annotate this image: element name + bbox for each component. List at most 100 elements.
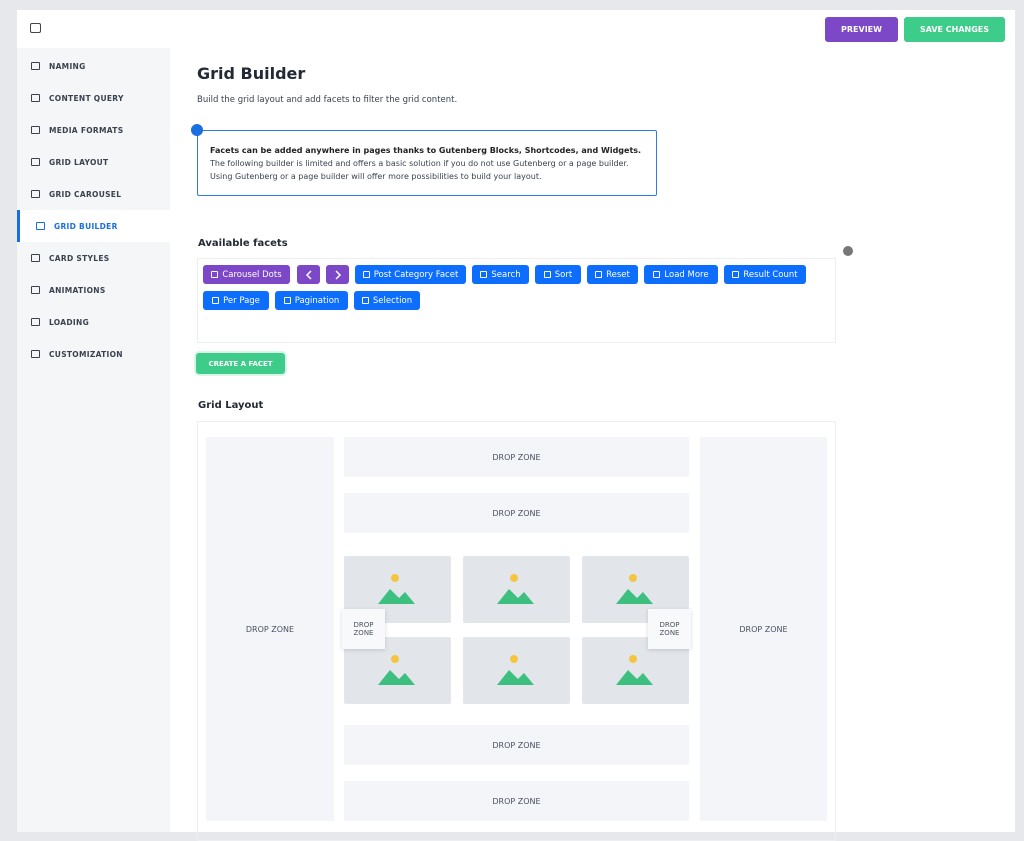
info-icon bbox=[843, 246, 853, 256]
sidebar bbox=[17, 48, 170, 832]
icon bbox=[543, 271, 551, 278]
facet-button[interactable]: Sort bbox=[535, 265, 581, 284]
image-placeholder bbox=[344, 556, 451, 623]
sidebar-item[interactable]: CUSTOMIZATION bbox=[17, 338, 170, 370]
facet-button[interactable]: Result Count bbox=[724, 265, 806, 284]
prev-button[interactable] bbox=[297, 265, 320, 284]
sidebar-item[interactable]: GRID LAYOUT bbox=[17, 146, 170, 178]
icon bbox=[283, 297, 291, 304]
facet-button[interactable]: Search bbox=[472, 265, 529, 284]
icon bbox=[31, 62, 40, 70]
sidebar-item[interactable]: ANIMATIONS bbox=[17, 274, 170, 306]
sidebar-label: NAMING bbox=[49, 61, 86, 71]
image-icon bbox=[616, 574, 653, 604]
arrow-icon bbox=[305, 269, 312, 280]
button-label: Search bbox=[491, 269, 521, 280]
sidebar-label: GRID LAYOUT bbox=[49, 157, 109, 167]
icon bbox=[361, 297, 369, 304]
page-title: Grid Builder bbox=[197, 64, 306, 83]
drop-zone[interactable]: DROP ZONE bbox=[648, 609, 691, 649]
icon bbox=[595, 271, 603, 278]
sidebar-item[interactable]: LOADING bbox=[17, 306, 170, 338]
image-placeholder bbox=[463, 637, 570, 704]
button-label: SAVE CHANGES bbox=[919, 25, 990, 34]
sidebar-label: CUSTOMIZATION bbox=[49, 349, 123, 359]
facet-button[interactable]: Reset bbox=[587, 265, 638, 284]
drop-zone[interactable]: DROP ZONE bbox=[344, 437, 689, 477]
sidebar-toggle[interactable] bbox=[30, 23, 41, 33]
info-icon bbox=[191, 124, 203, 136]
facet-button[interactable]: Carousel Dots bbox=[203, 265, 290, 284]
image-placeholder bbox=[463, 556, 570, 623]
button-label: Load More bbox=[664, 269, 709, 280]
sidebar-item[interactable]: NAMING bbox=[17, 50, 170, 82]
sidebar-label: ANIMATIONS bbox=[49, 285, 106, 295]
button-label: Pagination bbox=[294, 295, 340, 306]
button-label: Per Page bbox=[223, 295, 260, 306]
icon bbox=[212, 297, 220, 304]
icon bbox=[31, 286, 40, 294]
notice-line: The following builder is limited and off… bbox=[210, 159, 629, 168]
create-facet-button[interactable]: CREATE A FACET bbox=[196, 353, 285, 374]
facet-button[interactable]: Post Category Facet bbox=[355, 265, 466, 284]
facet-button[interactable]: Selection bbox=[354, 291, 420, 310]
icon bbox=[31, 318, 40, 326]
drop-zone[interactable]: DROP ZONE bbox=[344, 781, 689, 821]
save-button[interactable]: SAVE CHANGES bbox=[904, 17, 1005, 42]
next-button[interactable] bbox=[326, 265, 349, 284]
image-icon bbox=[616, 655, 653, 685]
button-label: Carousel Dots bbox=[222, 269, 282, 280]
drop-zone[interactable]: DROP ZONE bbox=[342, 609, 385, 649]
sidebar-item[interactable]: MEDIA FORMATS bbox=[17, 114, 170, 146]
page-subtitle: Build the grid layout and add facets to … bbox=[197, 95, 458, 105]
image-icon bbox=[497, 574, 534, 604]
notice: Facets can be added anywhere in pages th… bbox=[197, 130, 657, 196]
preview-button[interactable]: PREVIEW bbox=[825, 17, 898, 42]
image-icon bbox=[497, 655, 534, 685]
icon bbox=[36, 222, 45, 230]
icon bbox=[31, 94, 40, 102]
sidebar-item[interactable]: CONTENT QUERY bbox=[17, 82, 170, 114]
sidebar-item[interactable]: GRID CAROUSEL bbox=[17, 178, 170, 210]
sidebar-label: GRID CAROUSEL bbox=[49, 189, 122, 199]
drop-zone[interactable]: DROP ZONE bbox=[344, 725, 689, 765]
facet-button[interactable]: Load More bbox=[644, 265, 718, 284]
button-label: Selection bbox=[372, 295, 413, 306]
sidebar-label: CONTENT QUERY bbox=[49, 93, 124, 103]
drop-zone[interactable]: DROP ZONE bbox=[344, 493, 689, 533]
sidebar-label: MEDIA FORMATS bbox=[49, 125, 124, 135]
icon bbox=[31, 254, 40, 262]
section-title: Grid Layout bbox=[198, 400, 264, 411]
icon bbox=[480, 271, 488, 278]
icon bbox=[653, 271, 661, 278]
image-icon bbox=[378, 574, 415, 604]
facet-button[interactable]: Pagination bbox=[275, 291, 348, 310]
button-label: Sort bbox=[554, 269, 573, 280]
sidebar-item[interactable]: CARD STYLES bbox=[17, 242, 170, 274]
drop-zone[interactable]: DROP ZONE bbox=[700, 437, 827, 821]
sidebar-item[interactable]: GRID BUILDER bbox=[17, 210, 170, 242]
button-label: Post Category Facet bbox=[373, 269, 459, 280]
section-title: Available facets bbox=[198, 238, 288, 249]
sidebar-label: CARD STYLES bbox=[49, 253, 110, 263]
button-label: CREATE A FACET bbox=[208, 359, 273, 368]
icon bbox=[31, 158, 40, 166]
drop-zone[interactable]: DROP ZONE bbox=[206, 437, 334, 821]
facets-box bbox=[197, 258, 836, 343]
icon bbox=[211, 271, 219, 278]
icon bbox=[31, 350, 40, 358]
icon bbox=[31, 190, 40, 198]
arrow-icon bbox=[334, 269, 341, 280]
icon bbox=[732, 271, 740, 278]
button-label: Result Count bbox=[743, 269, 798, 280]
notice-heading: Facets can be added anywhere in pages th… bbox=[210, 146, 642, 155]
icon bbox=[31, 126, 40, 134]
button-label: PREVIEW bbox=[841, 25, 882, 34]
sidebar-label: GRID BUILDER bbox=[54, 221, 118, 231]
image-icon bbox=[378, 655, 415, 685]
icon bbox=[362, 271, 370, 278]
facet-button[interactable]: Per Page bbox=[203, 291, 269, 310]
button-label: Reset bbox=[606, 269, 630, 280]
notice-line: Using Gutenberg or a page builder will o… bbox=[210, 172, 542, 181]
